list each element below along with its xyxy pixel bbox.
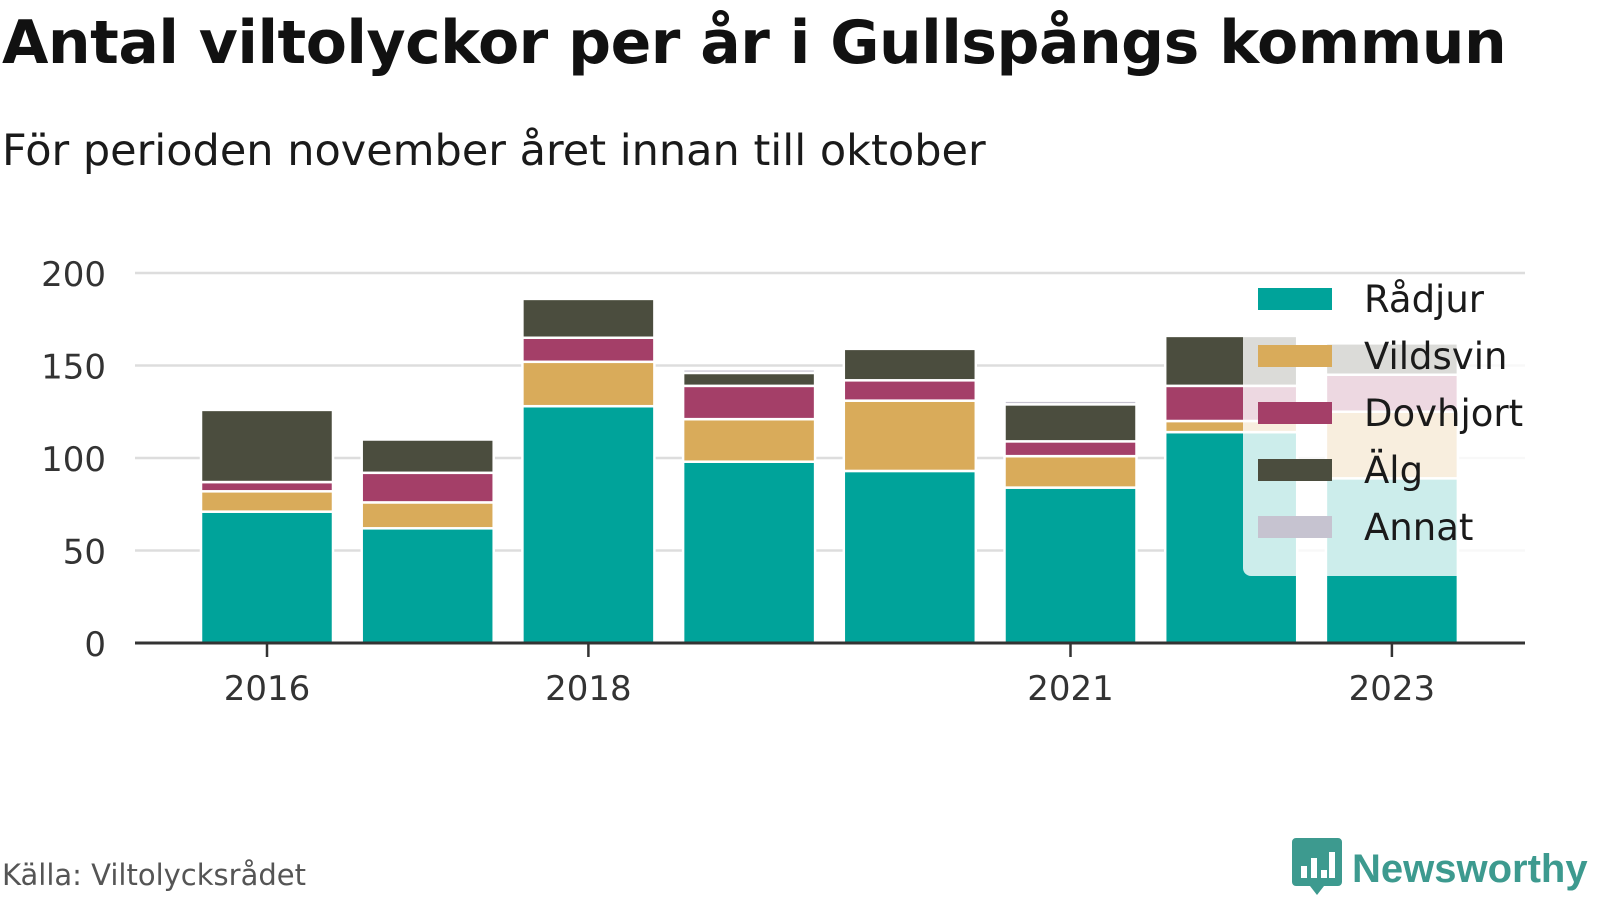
y-tick-label: 50	[63, 533, 106, 573]
legend-item-annat: Annat	[1258, 505, 1474, 549]
x-tick-label: 2023	[1349, 669, 1436, 709]
x-axis-labels: 2016 2018 2021 2023	[224, 669, 1435, 709]
x-tick-label: 2016	[224, 669, 311, 709]
bar-segment-älg-2018	[521, 297, 656, 339]
bar-segment-annat-2019	[681, 367, 817, 375]
bar-segment-älg-2021	[1003, 403, 1138, 443]
bar-segment-dovhjort-2018	[521, 336, 656, 364]
bar-segment-dovhjort-2019	[681, 384, 817, 421]
bar-segment-rådjur-2020	[842, 469, 978, 645]
bar-segment-vildsvin-2020	[842, 399, 978, 473]
legend-swatch	[1258, 402, 1332, 424]
bar-segment-vildsvin-2019	[681, 417, 817, 463]
legend-label: Annat	[1364, 505, 1474, 549]
bar-segment-älg-2019	[681, 371, 817, 388]
bar-segment-annat-2021	[1003, 399, 1138, 406]
bar-segment-rådjur-2021	[1003, 486, 1138, 645]
legend-label: Vildsvin	[1364, 334, 1508, 378]
y-tick-label: 100	[41, 440, 106, 480]
x-axis	[135, 641, 1525, 657]
y-tick-label: 150	[41, 348, 106, 388]
bar-segment-älg-2016	[199, 408, 335, 484]
bar-segment-rådjur-2018	[521, 404, 656, 645]
legend-swatch	[1258, 345, 1332, 367]
bar-chart-speech-bubble-icon	[1292, 838, 1342, 900]
legend: Rådjur Vildsvin Dovhjort Älg Annat	[1243, 276, 1535, 576]
legend-label: Älg	[1364, 448, 1424, 492]
bar-segment-vildsvin-2021	[1003, 454, 1138, 489]
brand: Newsworthy	[1292, 838, 1588, 900]
legend-label: Rådjur	[1364, 277, 1484, 321]
x-tick-label: 2018	[545, 669, 632, 709]
bar-segment-dovhjort-2020	[842, 379, 978, 402]
bar-segment-rådjur-2016	[199, 510, 335, 645]
chart-title: Antal viltolyckor per år i Gullspångs ko…	[2, 8, 1507, 78]
legend-item-älg: Älg	[1258, 448, 1424, 492]
bar-segment-vildsvin-2018	[521, 360, 656, 408]
y-tick-label: 200	[41, 255, 106, 295]
legend-item-dovhjort: Dovhjort	[1258, 391, 1524, 435]
y-tick-label: 0	[84, 625, 106, 665]
bar-segment-älg-2020	[842, 347, 978, 382]
x-tick-label: 2021	[1027, 669, 1114, 709]
bar-segment-dovhjort-2016	[199, 480, 335, 493]
legend-swatch	[1258, 459, 1332, 481]
bar-segment-dovhjort-2021	[1003, 440, 1138, 458]
bar-segment-vildsvin-2016	[199, 490, 335, 513]
brand-name: Newsworthy	[1352, 846, 1588, 891]
source-note: Källa: Viltolycksrådet	[2, 858, 306, 892]
legend-swatch	[1258, 516, 1332, 538]
legend-item-vildsvin: Vildsvin	[1258, 334, 1508, 378]
chart-subtitle: För perioden november året innan till ok…	[2, 126, 986, 176]
bar-segment-älg-2017	[360, 438, 495, 475]
bar-segment-rådjur-2017	[360, 527, 495, 645]
legend-swatch	[1258, 288, 1332, 310]
bar-segment-rådjur-2019	[681, 460, 817, 645]
y-axis-labels: 0 50 100 150 200	[41, 255, 106, 665]
legend-label: Dovhjort	[1364, 391, 1524, 435]
bar-segment-vildsvin-2017	[360, 501, 495, 530]
legend-item-rådjur: Rådjur	[1258, 277, 1484, 321]
bar-segment-dovhjort-2017	[360, 471, 495, 504]
